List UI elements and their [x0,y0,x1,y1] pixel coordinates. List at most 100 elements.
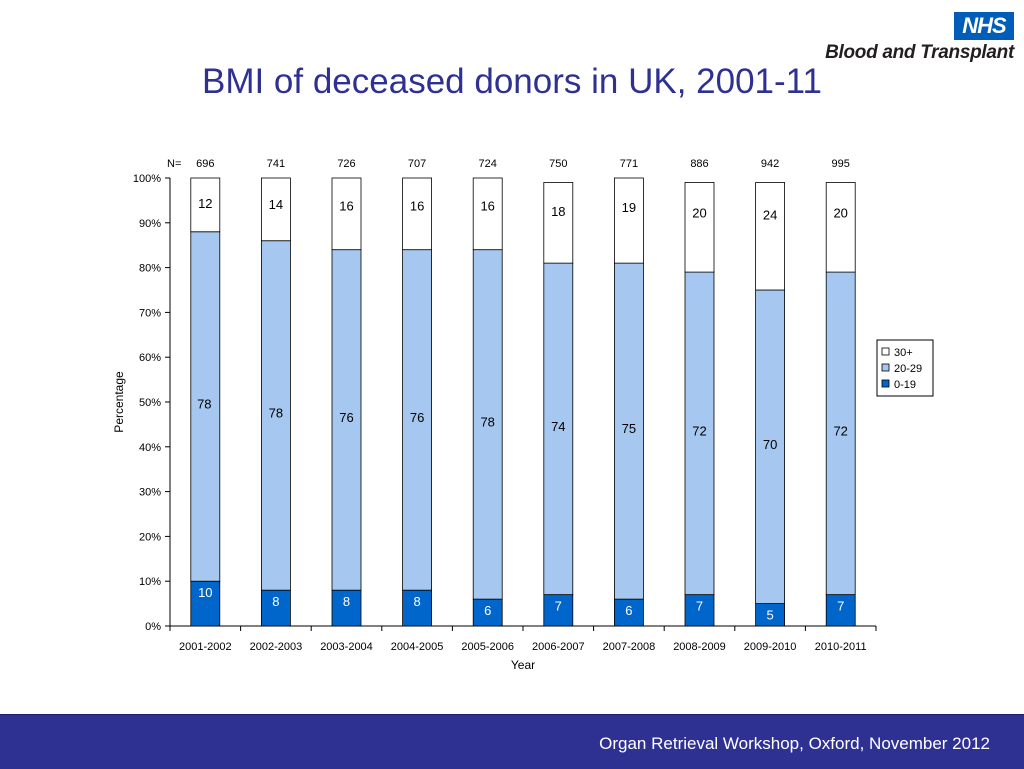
data-label: 8 [343,594,350,609]
bar-segment-30+ [543,182,574,264]
bar-segment-0-19 [402,589,433,627]
data-label: 7 [696,599,703,614]
nhs-logo: NHS Blood and Transplant [818,12,1018,64]
bar-segment-0-19 [543,594,574,627]
data-label: 5 [766,608,773,623]
logo-text: Blood and Transplant [825,42,1014,63]
n-value-label: 726 [337,158,355,170]
y-tick-label: 60% [139,352,161,364]
bar-segment-20-29 [472,249,503,600]
bar-segment-20-29 [260,240,291,591]
stacked-bar-chart: 0%10%20%30%40%50%60%70%80%90%100%N=10781… [112,158,934,672]
data-label: 19 [622,200,636,215]
y-tick-label: 40% [139,442,161,454]
bar-segment-20-29 [684,271,715,596]
data-label: 8 [413,594,420,609]
data-label: 76 [410,410,424,425]
x-tick-label: 2005-2006 [461,641,514,653]
bar-segment-20-29 [614,262,644,600]
bar-segment-30+ [684,182,715,273]
x-axis-title: Year [511,658,535,672]
bar-segment-30+ [614,177,644,264]
data-label: 7 [555,599,562,614]
legend-swatch-0-19 [881,379,890,388]
data-label: 78 [269,405,283,420]
bar-segment-30+ [472,177,503,251]
bar-segment-0-19 [825,594,856,627]
data-label: 70 [763,437,777,452]
data-label: 20 [692,205,706,220]
page-title: BMI of deceased donors in UK, 2001-11 [201,62,822,101]
bar-segment-20-29 [190,231,221,582]
y-tick-label: 50% [139,397,161,409]
legend-label-30+: 30+ [894,347,913,359]
bar-segment-0-19 [684,594,715,627]
data-label: 78 [197,396,211,411]
n-value-label: 707 [408,158,426,170]
n-value-label: 886 [690,158,708,170]
data-label: 20 [833,205,847,220]
bar-segment-20-29 [402,249,433,591]
bar-segment-0-19 [331,589,362,627]
x-tick-label: 2010-2011 [815,641,867,653]
data-label: 16 [480,198,494,213]
data-label: 16 [339,198,353,213]
n-value-label: 942 [761,158,779,170]
data-label: 10 [198,585,212,600]
data-label: 75 [622,421,636,436]
bar-segment-30+ [331,177,362,251]
y-tick-label: 90% [139,218,161,230]
x-tick-label: 2009-2010 [744,641,797,653]
y-tick-label: 0% [145,621,161,633]
data-label: 16 [410,198,424,213]
bar-segment-0-19 [472,598,503,627]
y-tick-label: 30% [139,487,161,499]
bar-segment-30+ [825,182,856,273]
y-tick-label: 100% [133,173,161,185]
data-label: 14 [269,197,283,212]
x-tick-label: 2002-2003 [250,641,303,653]
data-label: 8 [272,594,279,609]
legend-label-20-29: 20-29 [894,363,922,375]
data-label: 72 [692,423,706,438]
y-tick-label: 70% [139,307,161,319]
n-prefix-label: N= [167,158,181,170]
x-tick-label: 2008-2009 [673,641,726,653]
y-tick-label: 20% [139,531,161,543]
data-label: 24 [763,208,777,223]
data-label: 12 [198,196,212,211]
bar-segment-30+ [755,182,785,291]
data-label: 74 [551,419,565,434]
n-value-label: 750 [549,158,567,170]
data-label: 76 [339,410,353,425]
n-value-label: 771 [620,158,638,170]
x-tick-label: 2003-2004 [320,641,373,653]
y-axis-title: Percentage [112,371,126,433]
bar-segment-30+ [260,177,291,242]
legend-label-0-19: 0-19 [894,379,916,391]
n-value-label: 724 [479,158,497,170]
bar-segment-0-19 [190,580,221,627]
bar-segment-30+ [190,177,221,233]
bar-segment-20-29 [825,271,856,596]
n-value-label: 696 [196,158,214,170]
n-value-label: 995 [832,158,850,170]
data-label: 18 [551,204,565,219]
bar-segment-0-19 [614,598,644,627]
bar-segment-0-19 [260,589,291,627]
footer-bar: Organ Retrieval Workshop, Oxford, Novemb… [0,714,1024,769]
x-tick-label: 2007-2008 [603,641,656,653]
data-label: 72 [833,423,847,438]
data-label: 6 [625,603,632,618]
bar-segment-30+ [402,177,433,251]
legend-swatch-20-29 [881,363,890,372]
n-value-label: 741 [267,158,285,170]
data-label: 78 [480,414,494,429]
footer-text: Organ Retrieval Workshop, Oxford, Novemb… [599,734,990,753]
legend-swatch-30+ [881,347,890,356]
nhs-badge: NHS [954,12,1014,40]
y-tick-label: 80% [139,263,161,275]
x-tick-label: 2006-2007 [532,641,585,653]
data-label: 7 [837,599,844,614]
y-tick-label: 10% [139,576,161,588]
